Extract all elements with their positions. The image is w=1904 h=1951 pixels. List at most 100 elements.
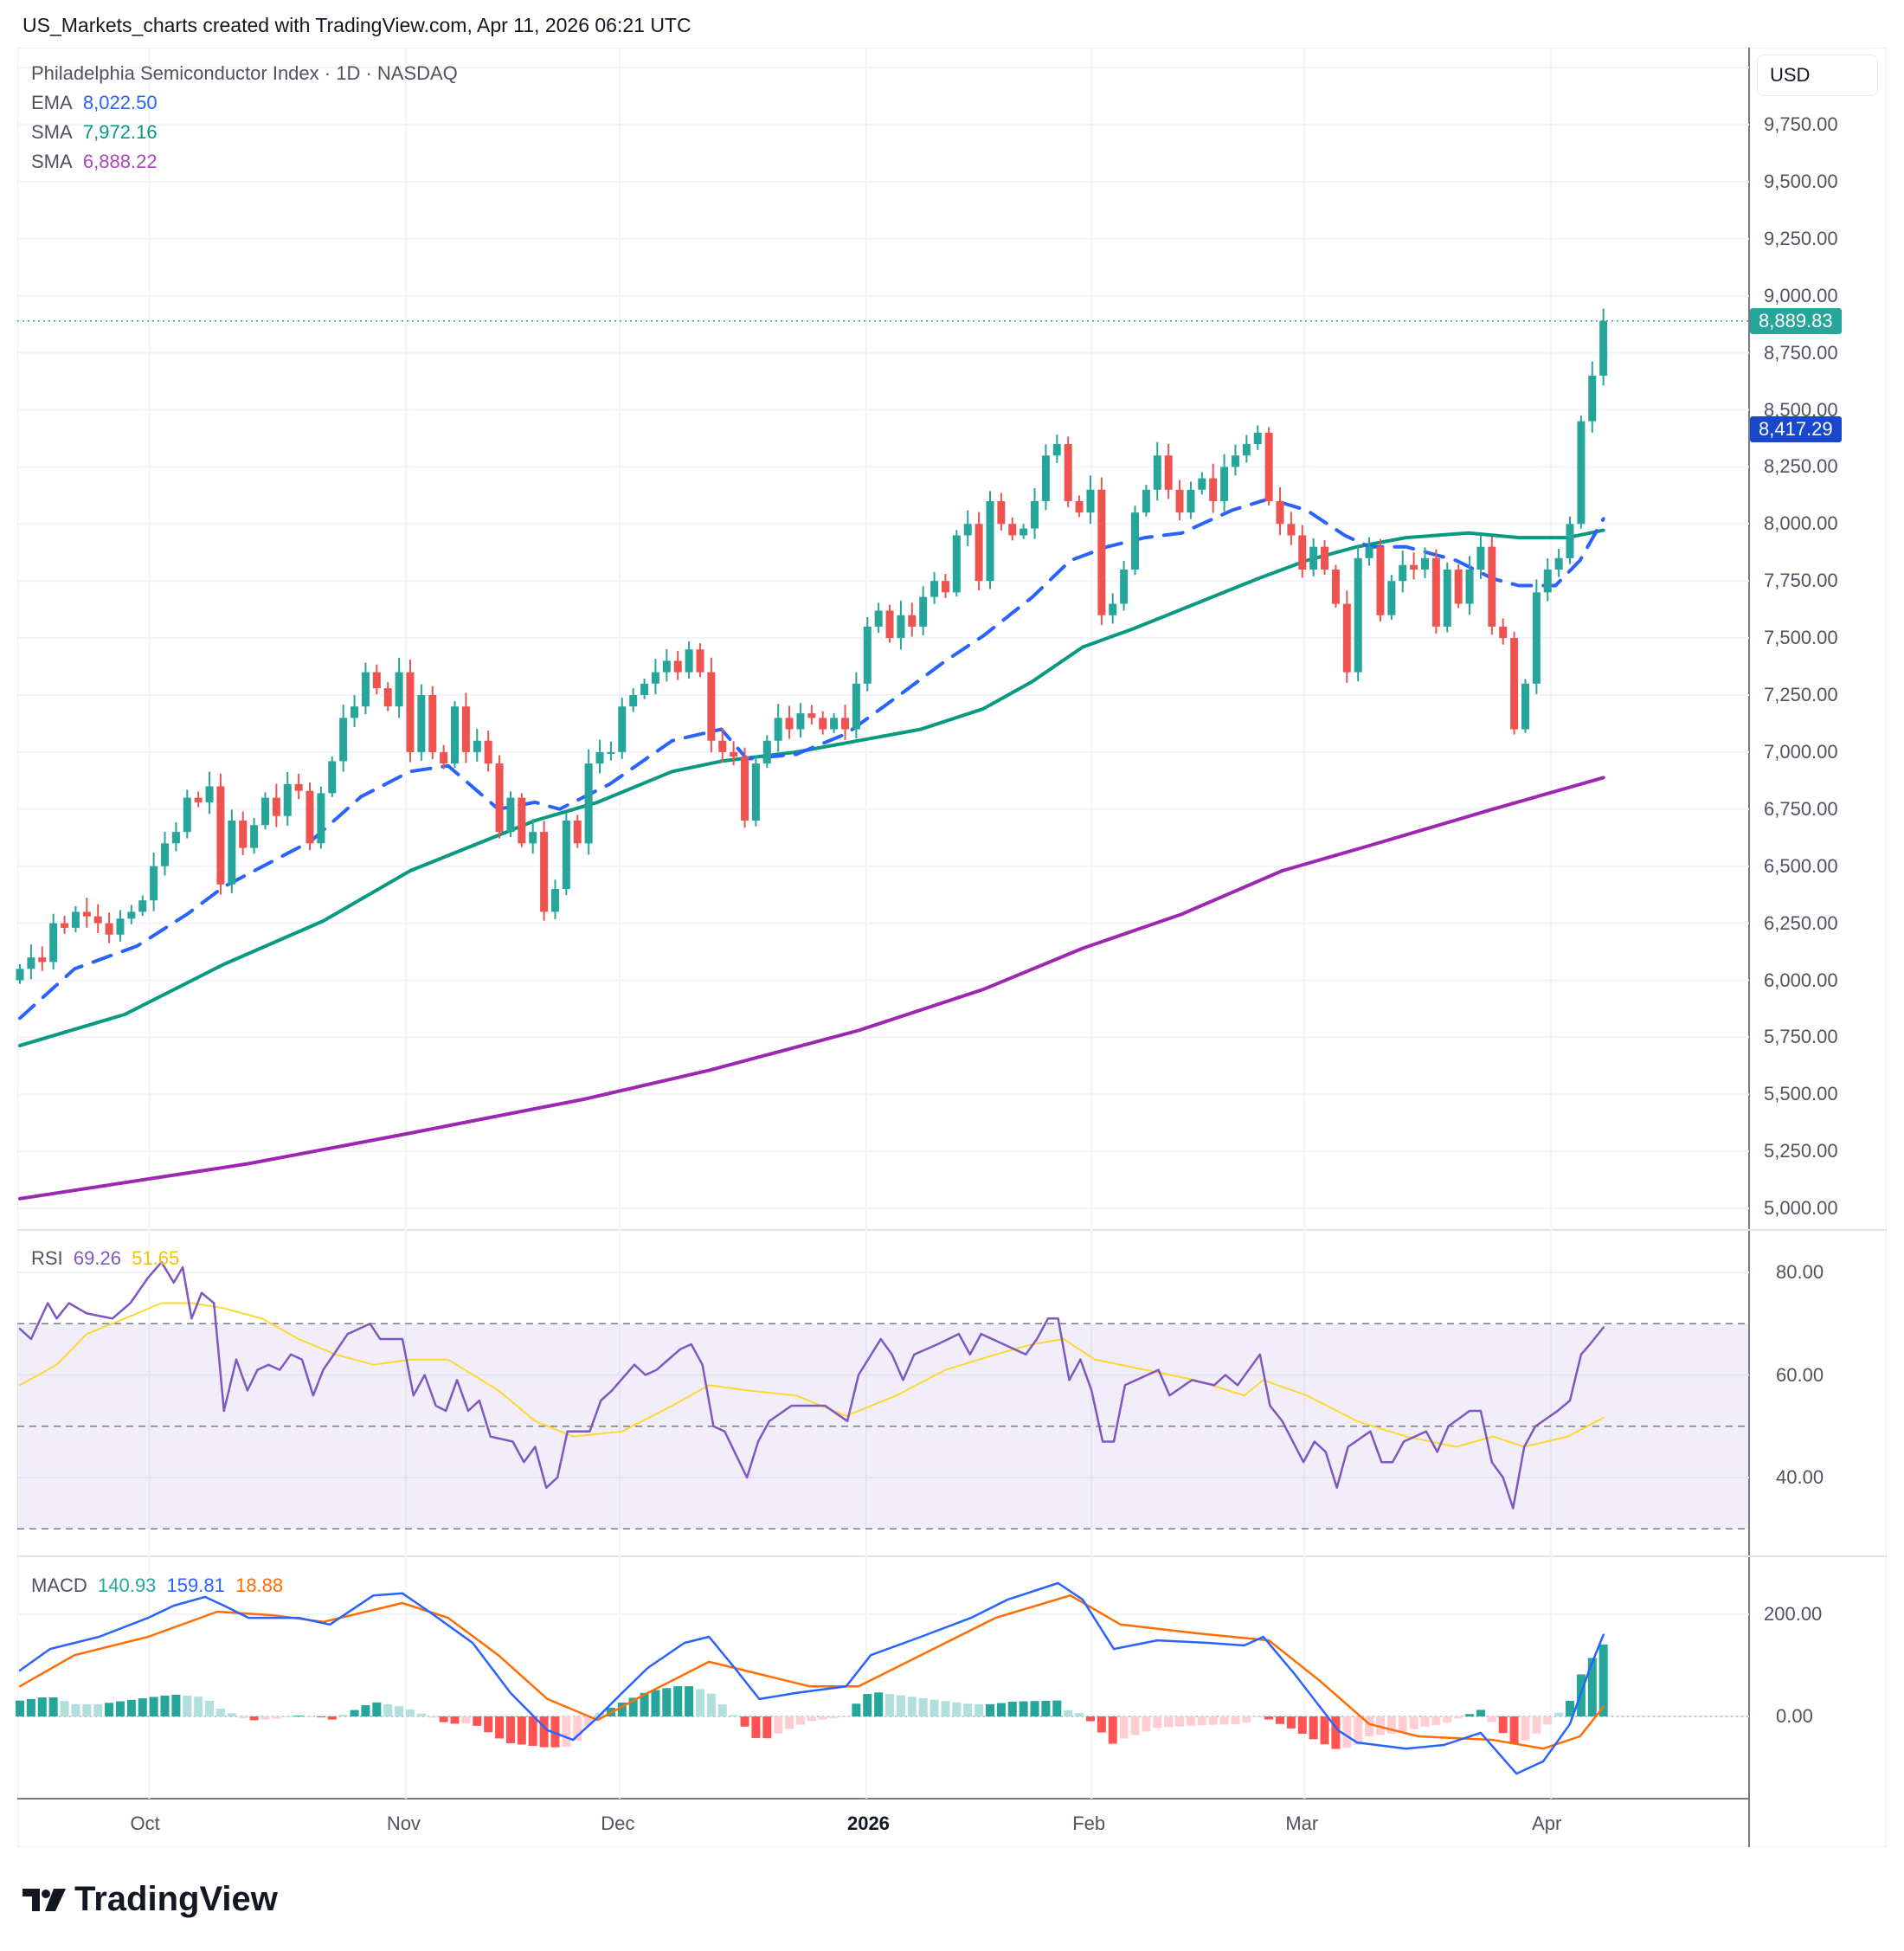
candle-body — [930, 581, 939, 597]
macd-histogram-bar — [617, 1703, 627, 1716]
macd-histogram-bar — [160, 1695, 170, 1716]
candle-body — [1008, 524, 1017, 536]
macd-histogram-bar — [1264, 1716, 1274, 1720]
macd-legend[interactable]: MACD 140.93 159.81 18.88 — [31, 1574, 283, 1597]
macd-histogram-bar — [1365, 1716, 1374, 1737]
candle-body — [138, 900, 147, 912]
macd-histogram-bar — [1386, 1716, 1396, 1734]
macd-label: MACD — [31, 1574, 87, 1596]
macd-histogram-bar — [807, 1716, 816, 1722]
rsi-legend[interactable]: RSI 69.26 51.65 — [31, 1247, 179, 1270]
macd-histogram-bar — [885, 1693, 895, 1716]
rsi-ma-value: 51.65 — [132, 1247, 180, 1269]
candle-body — [1499, 626, 1508, 639]
macd-histogram-bar — [751, 1716, 761, 1738]
candle-body — [1175, 489, 1184, 513]
macd-histogram-bar — [505, 1716, 515, 1743]
candle-body — [550, 889, 559, 912]
macd-histogram-bar — [1443, 1716, 1452, 1723]
candle-body — [228, 820, 236, 885]
time-tick-label: Dec — [601, 1813, 635, 1834]
macd-histogram-bar — [1375, 1716, 1385, 1735]
candle-body — [239, 820, 248, 848]
candle-body — [1142, 489, 1150, 513]
candle-body — [751, 763, 760, 821]
currency-button[interactable]: USD — [1757, 55, 1878, 96]
macd-histogram-bar — [539, 1716, 549, 1748]
macd-histogram-bar — [327, 1716, 337, 1720]
macd-histogram-bar — [272, 1716, 281, 1719]
tradingview-logo[interactable]: TradingView — [23, 1880, 278, 1919]
candle-body — [1097, 489, 1106, 615]
macd-histogram-bar — [48, 1697, 58, 1716]
candle-body — [1131, 512, 1139, 570]
candle-body — [183, 797, 191, 833]
macd-histogram-bar — [907, 1697, 917, 1716]
macd-histogram-bar — [16, 1700, 24, 1716]
candle-body — [1510, 638, 1519, 730]
candle-body — [696, 649, 704, 673]
macd-histogram-bar — [1164, 1716, 1174, 1728]
macd-histogram-bar — [1498, 1716, 1508, 1734]
macd-histogram-bar — [774, 1716, 783, 1734]
macd-histogram-bar — [383, 1703, 393, 1716]
rsi-tick-label: 60.00 — [1776, 1363, 1824, 1386]
macd-histogram-bar — [1130, 1716, 1140, 1735]
candle-body — [306, 790, 314, 844]
sma50-label: SMA — [31, 121, 73, 143]
macd-histogram-bar — [1097, 1716, 1106, 1733]
candle-body — [975, 524, 983, 582]
macd-histogram-bar — [1398, 1716, 1407, 1733]
ema-line — [18, 497, 1605, 1021]
ema-value: 8,022.50 — [82, 92, 158, 113]
macd-histogram-bar — [350, 1710, 359, 1716]
price-tick-label: 8,250.00 — [1764, 455, 1838, 478]
macd-histogram-bar — [249, 1716, 259, 1721]
candle-body — [461, 706, 470, 752]
candle-body — [807, 713, 816, 718]
candle-body — [1109, 603, 1117, 615]
candle-body — [529, 832, 537, 844]
macd-histogram-bar — [283, 1716, 293, 1717]
macd-histogram-bar — [584, 1716, 594, 1726]
macd-histogram-bar — [785, 1716, 794, 1729]
macd-histogram-bar — [105, 1703, 114, 1716]
candle-body — [194, 797, 203, 802]
candle-body — [741, 757, 749, 821]
sma200-label: SMA — [31, 151, 73, 172]
macd-histogram-bar — [1007, 1701, 1017, 1716]
macd-histogram-bar — [71, 1703, 80, 1716]
candle-body — [762, 740, 771, 764]
candle-body — [61, 923, 69, 928]
sma200-legend[interactable]: SMA 6,888.22 — [31, 151, 158, 173]
candle-body — [819, 718, 827, 730]
candle-body — [540, 832, 549, 912]
macd-histogram-bar — [361, 1705, 370, 1716]
candle-body — [1354, 557, 1362, 673]
ema-legend[interactable]: EMA 8,022.50 — [31, 92, 158, 114]
candle-body — [1521, 683, 1529, 730]
candle-body — [1321, 546, 1329, 570]
macd-histogram-bar — [829, 1716, 839, 1718]
price-tick-label: 9,750.00 — [1764, 113, 1838, 135]
macd-histogram-bar — [1465, 1714, 1475, 1716]
sma50-legend[interactable]: SMA 7,972.16 — [31, 121, 158, 144]
macd-histogram-bar — [874, 1692, 884, 1716]
macd-histogram-bar — [428, 1716, 437, 1718]
candle-body — [1052, 444, 1061, 456]
macd-histogram-bar — [338, 1715, 348, 1716]
macd-histogram-bar — [1566, 1700, 1575, 1716]
macd-histogram-bar — [1587, 1658, 1597, 1716]
sma50-value: 7,972.16 — [82, 121, 158, 143]
level-price-tag: 8,417.29 — [1750, 416, 1842, 442]
macd-line — [18, 1581, 1605, 1775]
price-tick-label: 5,250.00 — [1764, 1140, 1838, 1162]
macd-histogram-bar — [818, 1716, 827, 1720]
macd-histogram-bar — [1454, 1716, 1463, 1719]
price-tick-label: 7,500.00 — [1764, 627, 1838, 649]
macd-histogram-bar — [1175, 1716, 1185, 1727]
symbol-title[interactable]: Philadelphia Semiconductor Index · 1D · … — [31, 62, 458, 84]
macd-histogram-bar — [306, 1716, 315, 1717]
macd-histogram-bar — [929, 1699, 939, 1716]
